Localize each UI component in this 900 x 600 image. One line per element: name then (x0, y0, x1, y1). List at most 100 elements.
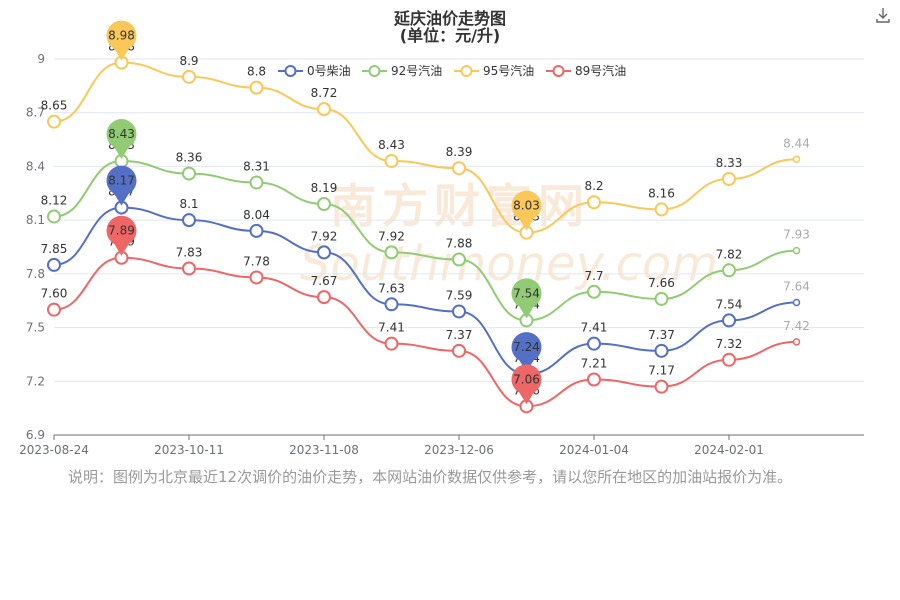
pin-head (511, 332, 542, 363)
data-label: 8.1 (179, 197, 198, 211)
data-label: 7.37 (446, 328, 473, 342)
data-point (47, 209, 61, 224)
data-point (452, 343, 466, 358)
extreme-pin: 8.98 (106, 20, 137, 61)
data-point (654, 202, 669, 217)
series-line (53, 160, 797, 322)
data-point (249, 223, 264, 238)
data-label: 7.32 (716, 337, 743, 351)
series-group (53, 160, 797, 322)
chart-note: 说明：图例为北京最近12次调价的油价走势，本网站油价数据仅供参考，请以您所在地区… (68, 468, 793, 486)
watermark-text: 南方财富网 (330, 179, 590, 233)
data-label: 7.17 (648, 364, 675, 378)
data-point (182, 166, 196, 181)
data-label: 8.2 (584, 179, 603, 193)
y-tick-label: 8.7 (26, 106, 45, 120)
data-label: 8.04 (243, 208, 270, 222)
data-point (249, 80, 264, 95)
data-point (317, 197, 331, 212)
legend-swatch-marker (368, 65, 381, 77)
data-label: 8.36 (176, 151, 203, 165)
watermark-text: Southmoney.com (300, 236, 718, 292)
pin-head (511, 190, 542, 221)
data-label: 8.65 (41, 99, 68, 113)
data-label: 7.41 (581, 321, 608, 335)
data-point (792, 298, 801, 307)
data-point (452, 304, 466, 319)
data-point (182, 261, 196, 276)
data-label: 8.72 (311, 86, 338, 100)
extreme-pin: 8.03 (511, 190, 542, 231)
extreme-pin: 7.89 (106, 215, 137, 256)
data-point (384, 336, 399, 351)
data-label: 7.21 (581, 356, 608, 370)
legend-item: 95号汽油 (454, 63, 534, 78)
data-point (792, 246, 801, 255)
chart-subtitle: (单位：元/升) (399, 26, 501, 45)
data-point (317, 290, 331, 305)
legend-label: 95号汽油 (483, 63, 534, 78)
data-label: 8.16 (648, 186, 675, 200)
extreme-pin: 7.06 (511, 364, 542, 405)
data-label: 8.12 (41, 194, 68, 208)
data-label: 7.7 (584, 269, 603, 283)
data-point (182, 69, 196, 84)
legend-item: 89号汽油 (546, 63, 626, 78)
data-point (587, 195, 601, 210)
data-point (722, 313, 736, 328)
extreme-pin: 8.43 (106, 119, 137, 160)
data-point (587, 336, 601, 351)
data-label: 7.66 (648, 276, 675, 290)
x-tick-label: 2023-12-06 (424, 443, 494, 457)
data-label: 7.64 (783, 280, 810, 294)
data-point (317, 245, 331, 260)
pin-head (106, 119, 137, 150)
pin-label: 8.43 (108, 127, 135, 141)
data-point (47, 114, 61, 129)
data-point (384, 245, 399, 260)
series-group (53, 256, 797, 408)
data-label: 8.31 (243, 160, 270, 174)
download-icon[interactable] (874, 6, 892, 24)
data-label: 7.67 (311, 274, 338, 288)
y-tick-label: 7.8 (26, 267, 45, 281)
data-label: 7.63 (378, 281, 405, 295)
y-tick-label: 8.1 (26, 213, 45, 227)
data-label: 8.44 (783, 136, 810, 150)
series-group (53, 206, 797, 376)
data-point (452, 252, 466, 267)
data-point (792, 338, 801, 346)
data-label: 7.85 (41, 242, 68, 256)
data-label: 8.43 (378, 138, 405, 152)
pin-label: 7.24 (513, 340, 540, 354)
data-label: 7.60 (41, 287, 68, 301)
pin-head (106, 215, 137, 246)
pin-label: 8.17 (108, 174, 135, 188)
data-label: 8.9 (179, 54, 198, 68)
data-label: 7.78 (243, 254, 270, 268)
y-tick-label: 8.4 (26, 159, 45, 173)
x-tick-label: 2023-11-08 (289, 443, 359, 457)
data-point (654, 291, 669, 306)
data-point (47, 257, 61, 272)
data-point (792, 155, 801, 164)
series-line (53, 206, 797, 376)
data-point (47, 302, 61, 317)
pin-label: 8.03 (513, 199, 540, 213)
y-tick-label: 9 (37, 52, 45, 66)
x-tick-label: 2024-02-01 (694, 443, 764, 457)
pin-label: 8.98 (108, 29, 135, 43)
data-label: 8.8 (247, 65, 266, 79)
data-label: 7.92 (311, 229, 338, 243)
data-point (249, 270, 264, 285)
data-label: 7.82 (716, 247, 743, 261)
data-label: 8.19 (311, 181, 338, 195)
data-label: 7.88 (446, 237, 473, 251)
data-point (587, 284, 601, 299)
data-point (722, 352, 736, 367)
data-label: 7.93 (783, 228, 810, 242)
pin-head (106, 165, 137, 196)
data-point (182, 213, 196, 228)
